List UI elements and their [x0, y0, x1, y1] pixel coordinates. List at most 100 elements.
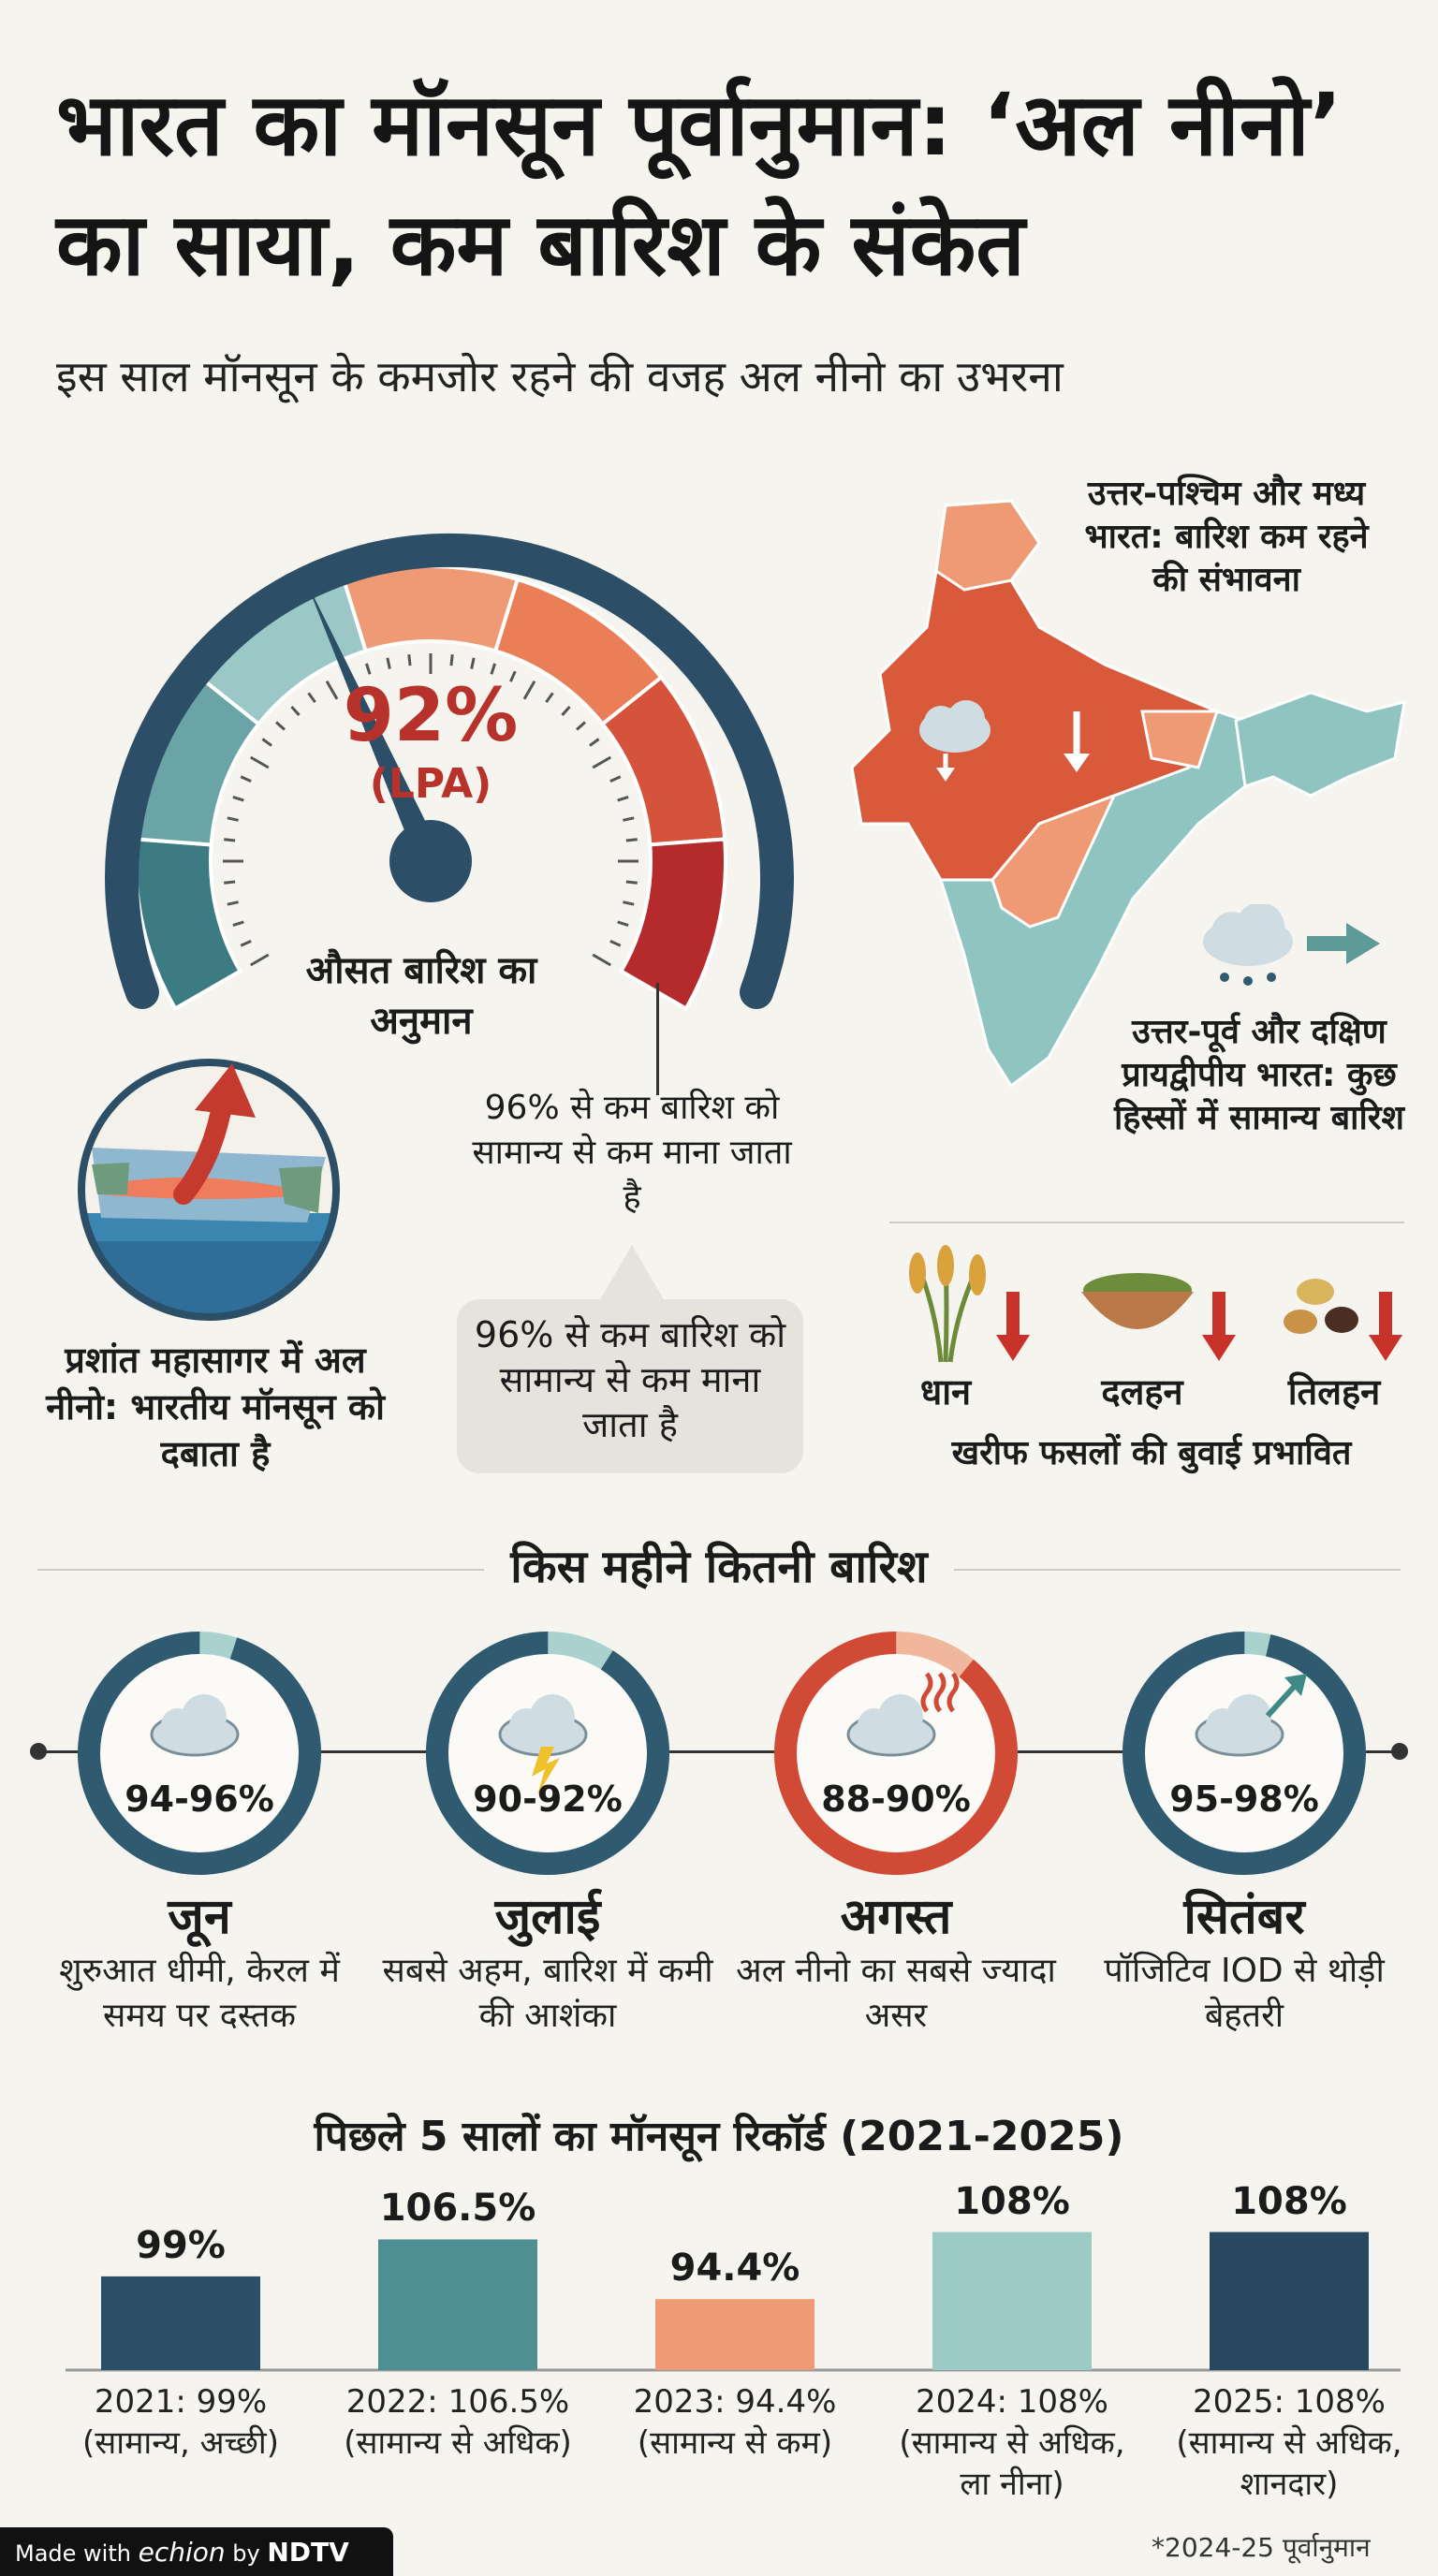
gauge-tick [592, 755, 612, 769]
crop-label-pulses: दलहन [1101, 1371, 1183, 1412]
august-range: 88-90% [821, 1778, 971, 1820]
map-northeast-label: उत्तर-पूर्व और दक्षिण प्रायद्वीपीय भारत:… [1113, 1013, 1404, 1137]
gauge-tick [609, 940, 622, 947]
gauge-segment [618, 837, 727, 1012]
august-desc: अल नीनो का सबसे ज्यादा असर [736, 1952, 1056, 2035]
gauge-tick [470, 657, 476, 669]
made-with-badge[interactable]: Made with echion by NDTV [0, 2527, 393, 2576]
june-range: 94-96% [125, 1778, 274, 1820]
gauge-tick [490, 663, 497, 675]
bar-value-label: 99% [136, 2223, 226, 2267]
gauge-tick [407, 654, 412, 666]
bar-value-label: 106.5% [379, 2187, 536, 2231]
el-nino-caption: प्रशांत महासागर में अल नीनो: भारतीय मॉनस… [46, 1339, 385, 1474]
gauge-tick [522, 680, 536, 700]
storm-cloud-icon [498, 1694, 588, 1795]
pulses-bowl-icon [1081, 1273, 1236, 1361]
bar-value-label: 108% [1231, 2179, 1347, 2223]
crop-label-rice: धान [919, 1371, 972, 1412]
gauge-tick [623, 816, 635, 822]
gauge-tick [232, 920, 244, 928]
crop-label-oilseeds: तिलहन [1287, 1371, 1381, 1412]
gauge-tick [623, 900, 635, 906]
page-subtitle: इस साल मॉनसून के कमजोर रहने की वजह अल नी… [56, 351, 1064, 402]
map-northeast-region [1234, 691, 1406, 798]
gauge-tick [509, 670, 517, 682]
gauge-tick [589, 738, 600, 747]
gauge-outer-ring [105, 533, 794, 1009]
gauge-tick [386, 657, 391, 669]
callout-text: 96% से कम बारिश को सामान्य से कम माना जा… [474, 1314, 786, 1445]
gauge-tick [240, 940, 252, 947]
gauge-tick [576, 721, 586, 731]
september-desc: पॉजिटिव IOD से थोड़ी बेहतरी [1104, 1952, 1385, 2035]
note-pointer-line [656, 983, 659, 1095]
bar-description: 2023: 94.4% (सामान्य से कम) [633, 2383, 837, 2462]
gauge-tick [232, 795, 244, 802]
rising-cloud-icon [1195, 1674, 1307, 1757]
gauge-tick [227, 816, 239, 822]
june-name: जून [168, 1889, 231, 1945]
hot-cloud-icon [846, 1672, 960, 1757]
gauge-tick [224, 880, 236, 885]
bar-2024 [932, 2232, 1092, 2370]
ring-fill [78, 1632, 321, 1875]
june-ring [78, 1632, 321, 1875]
august-name: अगस्त [840, 1889, 952, 1945]
gauge-tick [240, 775, 252, 783]
ndtv-logo: NDTV [267, 2537, 349, 2568]
gauge-label: औसत बारिश का अनुमान [305, 949, 537, 1043]
gauge-tick [364, 663, 372, 675]
gauge-tick [625, 880, 638, 885]
ring-fill [774, 1632, 1018, 1875]
july-name: जुलाई [494, 1889, 601, 1945]
august-ring [774, 1632, 1018, 1875]
gauge-value: 92% [343, 674, 519, 758]
months-timeline [37, 1750, 1401, 1753]
gauge-tick [449, 654, 454, 666]
gauge-segment [341, 564, 521, 653]
bar-2023 [655, 2299, 814, 2370]
gauge-hub [389, 820, 472, 902]
gauge-tick [625, 838, 638, 842]
july-ring [426, 1632, 669, 1875]
gauge-tick [307, 692, 316, 703]
bar-description: 2022: 106.5% (सामान्य से अधिक) [344, 2383, 572, 2462]
crops-caption: खरीफ फसलों की बुवाई प्रभावित [951, 1434, 1352, 1472]
months-section-title: किस महीने कितनी बारिश [484, 1541, 954, 1593]
gauge-tick [249, 953, 270, 967]
by-text: by [232, 2540, 260, 2567]
july-range: 90-92% [473, 1778, 623, 1820]
el-nino-globe-icon [78, 1059, 340, 1321]
gauge-tick [275, 721, 286, 731]
july-desc: सबसे अहम, बारिश में कमी की आशंका [382, 1952, 713, 2035]
map-northwest-label: उत्तर-पश्चिम और मध्य भारत: बारिश कम रहने… [1084, 475, 1369, 599]
gauge-needle [304, 578, 443, 867]
gauge-tick [224, 838, 236, 842]
gauge-tick [617, 920, 629, 928]
callout-pointer [599, 1245, 665, 1301]
map-deficit-light-region [990, 793, 1117, 929]
bar-description: 2024: 108% (सामान्य से अधिक, ला नीना) [899, 2383, 1125, 2503]
india-rainfall-map [850, 499, 1406, 1089]
bar-description: 2025: 108% (सामान्य से अधिक, शानदार) [1176, 2383, 1402, 2503]
rain-cloud-icon [1203, 904, 1380, 986]
bar-2022 [378, 2239, 537, 2370]
gauge-tick [261, 738, 272, 747]
rice-plant-icon [909, 1245, 1030, 1363]
bar-description: 2021: 99% (सामान्य, अच्छी) [82, 2383, 279, 2462]
september-ring [1123, 1632, 1366, 1875]
gauge-threshold-note: 96% से कम बारिश को सामान्य से कम माना जा… [472, 1089, 792, 1217]
page-title: भारत का मॉनसून पूर्वानुमान: ‘अल नीनो’ का… [56, 75, 1343, 295]
gauge-ticks [223, 653, 638, 967]
gauge-segments [134, 564, 727, 1012]
gauge-tick [609, 775, 622, 783]
gauge-tick [617, 795, 629, 802]
june-desc: शुरुआत धीमी, केरल में समय पर दस्तक [59, 1952, 340, 2035]
bar-value-label: 108% [954, 2179, 1070, 2223]
oilseeds-icon [1284, 1279, 1402, 1361]
gauge-tick [290, 706, 301, 716]
echion-logo: echion [138, 2537, 226, 2568]
gauge-tick [325, 680, 339, 700]
chart-footnote: *2024-25 पूर्वानुमान [1152, 2532, 1371, 2563]
